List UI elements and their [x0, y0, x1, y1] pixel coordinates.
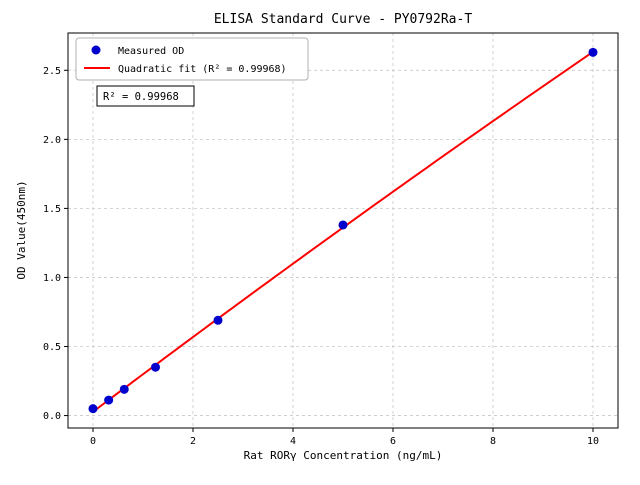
x-axis-label: Rat RORγ Concentration (ng/mL)	[244, 449, 443, 462]
legend-label-measured-od: Measured OD	[118, 46, 184, 57]
y-tick-label: 0.5	[43, 342, 61, 353]
chart-title: ELISA Standard Curve - PY0792Ra-T	[214, 12, 472, 27]
measured-od-point	[119, 384, 129, 394]
plot-area: 0 2 4 6 8 10 0.0 0.5 1.0 1.5 2.0 2.5	[43, 32, 619, 447]
r-squared-annotation: R² = 0.99968	[96, 85, 195, 107]
measured-od-point	[338, 220, 348, 230]
x-tick-label: 2	[190, 436, 196, 447]
legend-marker-measured-od	[91, 45, 101, 55]
x-tick-label: 0	[90, 436, 96, 447]
legend-label-quadratic-fit: Quadratic fit (R² = 0.99968)	[118, 64, 287, 75]
measured-od-point	[213, 315, 223, 325]
x-tick-label: 8	[490, 436, 496, 447]
measured-od-point	[588, 47, 598, 57]
y-tick-label: 0.0	[43, 411, 61, 422]
x-tick-label: 10	[587, 436, 599, 447]
x-tick-label: 6	[390, 436, 396, 447]
measured-od-point	[151, 362, 160, 372]
annotation-text: R² = 0.99968	[103, 91, 179, 103]
annotation-box	[96, 85, 195, 107]
legend: Measured OD Quadratic fit (R² = 0.99968)	[75, 37, 309, 81]
legend-box	[75, 37, 309, 81]
x-tick-label: 4	[290, 436, 296, 447]
y-tick-label: 1.5	[43, 204, 61, 215]
y-axis-label: OD Value(450nm)	[15, 180, 28, 279]
measured-od-point	[104, 395, 114, 405]
y-tick-label: 2.5	[43, 66, 61, 77]
measured-od-point	[88, 404, 98, 414]
y-tick-label: 2.0	[43, 135, 61, 146]
y-tick-label: 1.0	[43, 273, 61, 284]
